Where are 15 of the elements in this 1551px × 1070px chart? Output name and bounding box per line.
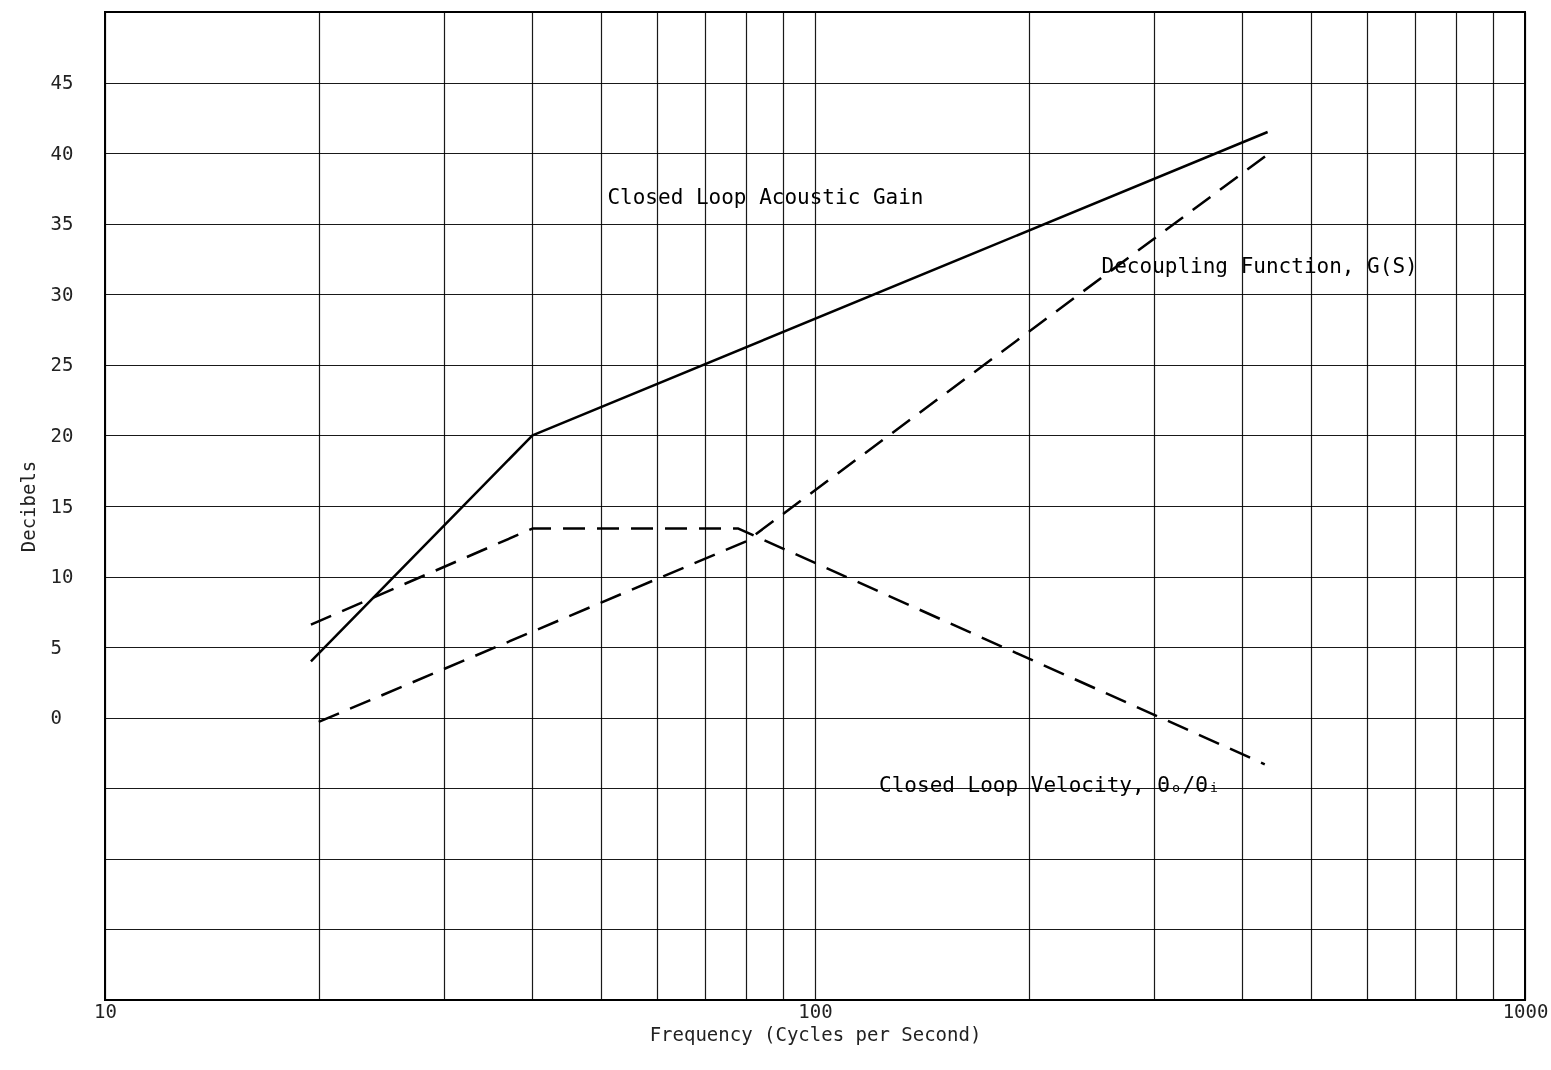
y-tick-label: 35: [50, 212, 74, 235]
y-tick-label: 20: [50, 423, 74, 446]
x-tick-label: 10: [94, 999, 117, 1022]
y-tick-label: 25: [50, 353, 74, 376]
y-tick-label: 45: [50, 71, 74, 94]
y-tick-label: 10: [50, 565, 74, 588]
x-tick-label: 100: [798, 999, 833, 1022]
y-tick-label: 40: [50, 141, 74, 164]
y-tick-label: 0: [50, 706, 62, 729]
x-tick-label: 1000: [1502, 999, 1549, 1022]
x-axis-title: Frequency (Cycles per Second): [649, 1022, 982, 1045]
y-tick-label: 15: [50, 494, 74, 517]
y-axis-title: Decibels: [16, 460, 39, 553]
y-tick-label: 30: [50, 282, 74, 305]
y-tick-label: 5: [50, 635, 62, 658]
